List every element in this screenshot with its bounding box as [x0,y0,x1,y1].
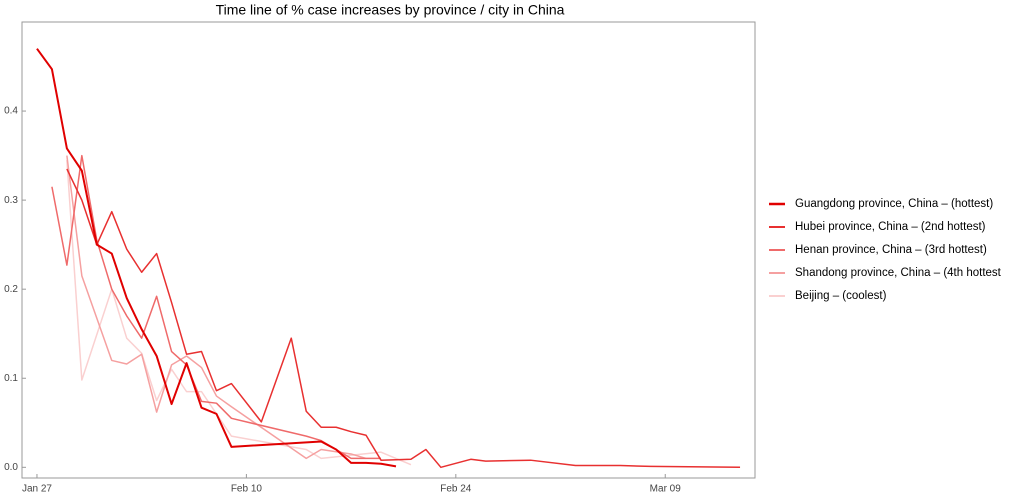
legend-label: Shandong province, China – (4th hottest [795,267,1002,279]
series-line [51,154,382,460]
series-line [36,48,397,468]
y-tick-label: 0.2 [4,284,18,295]
y-tick-label: 0.3 [4,195,18,206]
legend-label: Hubei province, China – (2nd hottest) [795,221,986,233]
plot-frame [21,21,756,479]
legend-label: Beijing – (coolest) [795,290,887,302]
series-line [66,155,367,460]
legend-label: Henan province, China – (3rd hottest) [795,244,987,256]
x-tick-label: Jan 27 [22,484,52,495]
y-tick-label: 0.4 [4,106,18,117]
y-tick-label: 0.0 [4,462,18,473]
y-tick-label: 0.1 [4,373,18,384]
x-tick-label: Feb 10 [231,484,263,495]
legend-label: Guangdong province, China – (hottest) [795,198,993,210]
series-line [66,168,741,469]
chart-title: Time line of % case increases by provinc… [216,2,565,18]
x-tick-label: Mar 09 [650,484,682,495]
series-line [66,159,412,466]
x-tick-label: Feb 24 [440,484,472,495]
